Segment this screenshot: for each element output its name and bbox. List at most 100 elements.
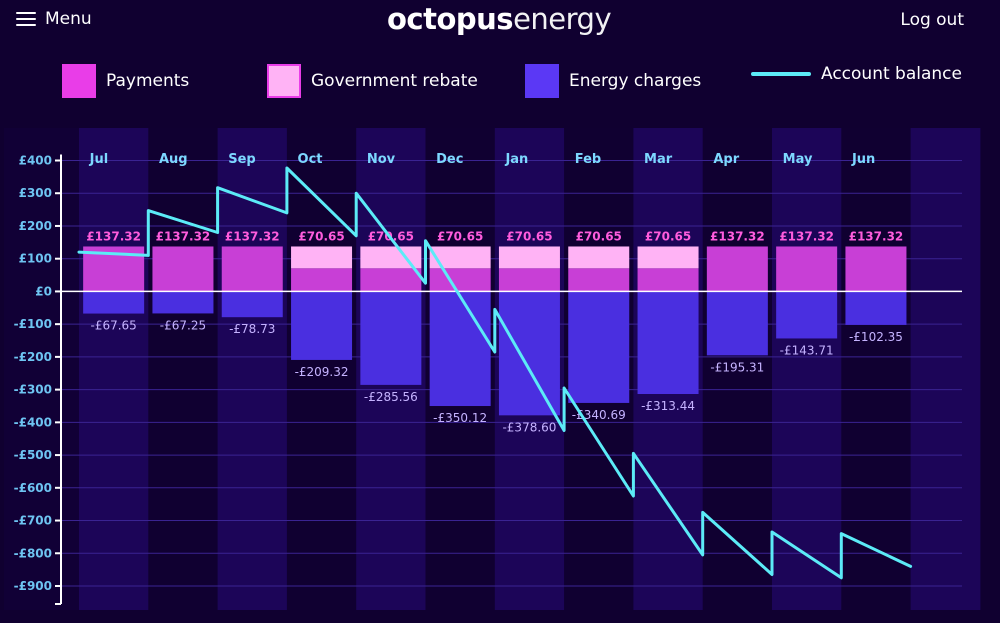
account-balance-line: [77, 166, 913, 580]
y-tick-label: -£200: [14, 350, 52, 364]
energy-charge-bar: [360, 291, 422, 385]
axis-band: [4, 128, 84, 610]
menu-button[interactable]: Menu: [16, 9, 92, 29]
payment-bar: [291, 268, 353, 292]
payment-value-label: £137.32: [710, 229, 765, 243]
column-band: [772, 128, 842, 610]
legend-label-account-balance: Account balance: [821, 64, 962, 84]
payment-value-label: £137.32: [779, 229, 834, 243]
column-band: [286, 128, 357, 610]
payment-bar: [429, 268, 491, 292]
energy-charge-value-label: -£143.71: [780, 343, 834, 357]
payment-bar: [221, 246, 283, 292]
column-band: [148, 128, 219, 610]
column-band: [702, 128, 773, 610]
y-tick-label: -£300: [14, 383, 52, 397]
month-label: Mar: [644, 152, 673, 167]
app-header: Menu octopusenergy Log out: [0, 0, 1000, 42]
payment-bar: [568, 268, 630, 292]
month-label: Aug: [159, 152, 188, 167]
y-tick-label: -£100: [14, 317, 52, 331]
month-label: Jun: [851, 152, 875, 167]
month-label: Nov: [367, 152, 396, 167]
energy-charge-value-label: -£102.35: [849, 330, 903, 344]
energy-charge-bar: [845, 291, 907, 325]
month-label: May: [783, 152, 813, 167]
government-rebate-bar: [360, 246, 422, 269]
y-tick-label: -£500: [14, 448, 52, 462]
month-label: Dec: [436, 152, 463, 167]
legend-swatch-payments: [62, 64, 96, 98]
government-rebate-bar: [568, 246, 630, 269]
government-rebate-bar: [637, 246, 699, 269]
month-label: Apr: [713, 152, 739, 167]
month-label: Oct: [298, 152, 323, 167]
payment-value-label: £70.65: [576, 229, 622, 243]
payment-value-label: £70.65: [298, 229, 344, 243]
energy-charge-bar: [706, 291, 768, 356]
energy-charge-bar: [637, 291, 699, 395]
y-tick-label: -£600: [14, 481, 52, 495]
menu-label: Menu: [45, 9, 92, 29]
energy-charge-value-label: -£67.65: [90, 319, 136, 333]
energy-charge-value-label: -£313.44: [641, 399, 695, 413]
payment-value-label: £70.65: [506, 229, 552, 243]
energy-charge-bar: [776, 291, 838, 339]
logout-button[interactable]: Log out: [900, 10, 964, 30]
energy-charge-value-label: -£67.25: [160, 318, 206, 332]
energy-charge-bar: [221, 291, 283, 318]
y-tick-label: -£400: [14, 415, 52, 429]
payment-value-label: £137.32: [225, 229, 280, 243]
octopus-energy-logo[interactable]: octopusenergy: [387, 2, 612, 36]
payment-bar: [152, 246, 214, 292]
government-rebate-bar: [291, 246, 353, 269]
energy-charge-bar: [152, 291, 214, 314]
payment-value-label: £137.32: [156, 229, 211, 243]
month-label: Feb: [575, 152, 601, 167]
energy-charge-value-label: -£285.56: [364, 390, 418, 404]
y-tick-label: £0: [35, 284, 52, 298]
government-rebate-bar: [429, 246, 491, 269]
payment-bar: [776, 246, 838, 292]
y-tick-label: -£800: [14, 546, 52, 560]
payment-bar: [360, 268, 422, 292]
y-tick-label: £100: [19, 252, 52, 266]
month-label: Jul: [89, 152, 109, 167]
legend-line-account-balance: [751, 72, 811, 76]
legend-swatch-government-rebate: [267, 64, 301, 98]
column-band: [841, 128, 912, 610]
payment-bar: [845, 246, 907, 292]
column-band: [79, 128, 149, 610]
y-tick-label: -£900: [14, 579, 52, 593]
energy-charge-value-label: -£78.73: [229, 322, 275, 336]
energy-charge-bar: [83, 291, 145, 314]
month-label: Jan: [504, 152, 528, 167]
legend-item-energy-charges: Energy charges: [525, 64, 701, 98]
hamburger-menu-icon: [16, 12, 36, 26]
y-tick-label: -£700: [14, 514, 52, 528]
y-tick-label: £300: [19, 186, 52, 200]
energy-charge-value-label: -£350.12: [433, 411, 487, 425]
chart-legend: Payments Government rebate Energy charge…: [0, 64, 1000, 104]
energy-charge-value-label: -£195.31: [710, 360, 764, 374]
energy-charge-value-label: -£209.32: [295, 365, 349, 379]
legend-label-government-rebate: Government rebate: [311, 71, 478, 91]
payment-value-label: £137.32: [849, 229, 904, 243]
payment-value-label: £70.65: [645, 229, 691, 243]
payment-value-label: £137.32: [86, 229, 141, 243]
column-band: [910, 128, 981, 610]
legend-item-payments: Payments: [62, 64, 189, 98]
legend-item-government-rebate: Government rebate: [267, 64, 478, 98]
energy-charge-bar: [498, 291, 560, 416]
government-rebate-bar: [498, 246, 560, 269]
legend-swatch-energy-charges: [525, 64, 559, 98]
payment-bar: [498, 268, 560, 292]
payment-value-label: £70.65: [437, 229, 483, 243]
legend-label-energy-charges: Energy charges: [569, 71, 702, 91]
logo-word-octopus: octopus: [387, 2, 514, 36]
y-tick-label: £200: [19, 219, 52, 233]
month-label: Sep: [228, 152, 256, 167]
legend-label-payments: Payments: [106, 71, 190, 91]
payment-bar: [706, 246, 768, 292]
